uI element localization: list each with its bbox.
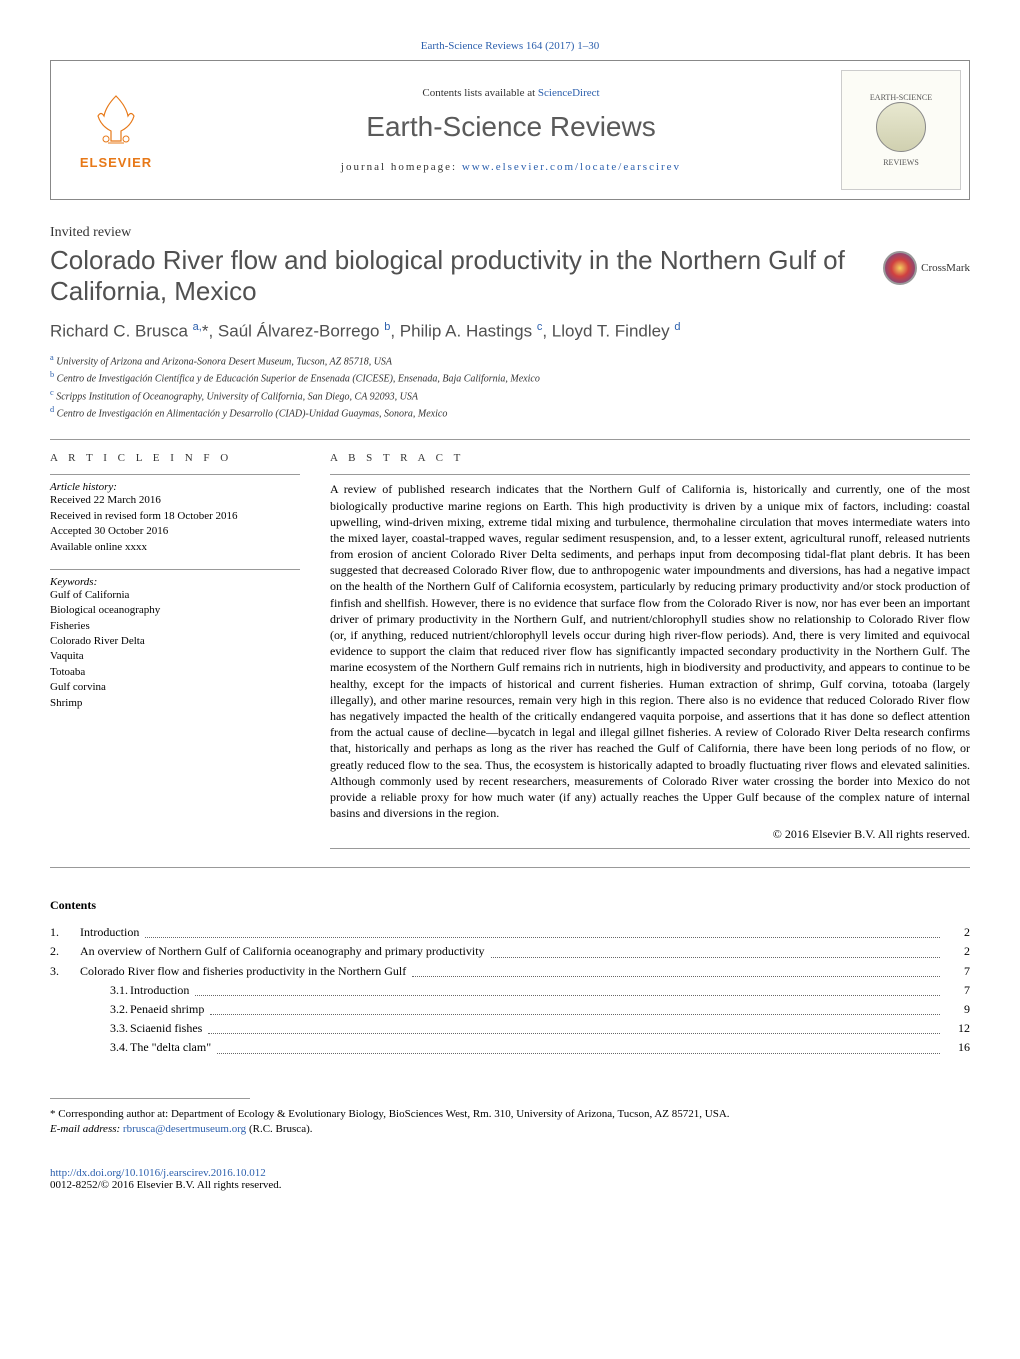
crossmark-icon	[883, 251, 917, 285]
journal-center: Contents lists available at ScienceDirec…	[181, 87, 841, 173]
toc-row[interactable]: 1.Introduction2	[50, 923, 970, 942]
keywords-list: Gulf of CaliforniaBiological oceanograph…	[50, 588, 300, 711]
journal-cover-thumbnail[interactable]: EARTH-SCIENCE REVIEWS	[841, 70, 961, 190]
toc-row[interactable]: 3.2.Penaeid shrimp9	[50, 1000, 970, 1019]
elsevier-tree-icon	[86, 91, 146, 151]
cover-title-bottom: REVIEWS	[883, 158, 919, 167]
elsevier-wordmark: ELSEVIER	[80, 155, 152, 170]
history-label: Article history:	[50, 481, 300, 493]
doi-section: http://dx.doi.org/10.1016/j.earscirev.20…	[50, 1167, 970, 1191]
contents-lists-line: Contents lists available at ScienceDirec…	[181, 87, 841, 99]
journal-homepage-link[interactable]: www.elsevier.com/locate/earscirev	[462, 161, 681, 173]
journal-homepage-line: journal homepage: www.elsevier.com/locat…	[181, 161, 841, 173]
affiliations-block: a University of Arizona and Arizona-Sono…	[50, 352, 970, 421]
table-of-contents: 1.Introduction22.An overview of Northern…	[50, 923, 970, 1057]
history-items: Received 22 March 2016Received in revise…	[50, 493, 300, 555]
cover-title-top: EARTH-SCIENCE	[870, 93, 932, 102]
toc-row[interactable]: 3.3.Sciaenid fishes12	[50, 1019, 970, 1038]
toc-row[interactable]: 3.Colorado River flow and fisheries prod…	[50, 962, 970, 981]
journal-header-box: ELSEVIER Contents lists available at Sci…	[50, 60, 970, 200]
sciencedirect-link[interactable]: ScienceDirect	[538, 87, 600, 99]
toc-row[interactable]: 3.1.Introduction7	[50, 981, 970, 1000]
issn-copyright: 0012-8252/© 2016 Elsevier B.V. All right…	[50, 1179, 282, 1191]
keywords-label: Keywords:	[50, 576, 300, 588]
elsevier-logo[interactable]: ELSEVIER	[51, 81, 181, 180]
toc-row[interactable]: 2.An overview of Northern Gulf of Califo…	[50, 942, 970, 961]
crossmark-badge[interactable]: CrossMark	[883, 251, 970, 285]
corresponding-author-footnote: * Corresponding author at: Department of…	[50, 1107, 970, 1138]
header-volume-link[interactable]: Earth-Science Reviews 164 (2017) 1–30	[50, 40, 970, 52]
authors-line: Richard C. Brusca a,*, Saúl Álvarez-Borr…	[50, 321, 970, 342]
article-title: Colorado River flow and biological produ…	[50, 245, 863, 307]
toc-row[interactable]: 3.4.The "delta clam"16	[50, 1038, 970, 1057]
abstract-copyright: © 2016 Elsevier B.V. All rights reserved…	[330, 827, 970, 842]
abstract-text: A review of published research indicates…	[330, 481, 970, 821]
article-info-heading: A R T I C L E I N F O	[50, 452, 300, 464]
crossmark-label: CrossMark	[921, 262, 970, 274]
contents-heading: Contents	[50, 898, 970, 913]
globe-icon	[876, 102, 926, 152]
journal-name: Earth-Science Reviews	[181, 111, 841, 143]
abstract-heading: A B S T R A C T	[330, 452, 970, 464]
doi-link[interactable]: http://dx.doi.org/10.1016/j.earscirev.20…	[50, 1167, 266, 1179]
article-type: Invited review	[50, 225, 970, 241]
corresponding-email-link[interactable]: rbrusca@desertmuseum.org	[123, 1123, 246, 1135]
